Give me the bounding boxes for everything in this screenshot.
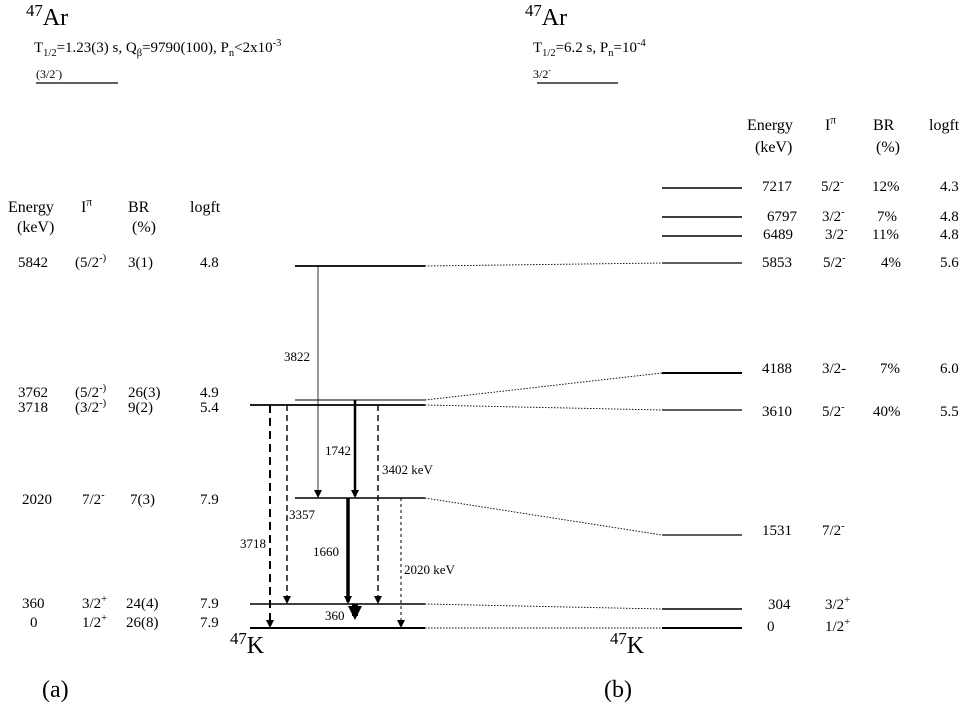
right-header-energy: Energy: [747, 117, 793, 134]
left-parent-properties: T1/2=1.23(3) s, Qβ=9790(100), Pn<2x10-3: [34, 38, 282, 59]
right-header-logft: logft: [929, 117, 960, 134]
left-daughter-nucleus: 47K: [230, 629, 265, 659]
left-header-br-unit: (%): [132, 219, 156, 236]
left-header-energy: Energy: [8, 199, 54, 216]
right-header-ipi: Iπ: [825, 114, 836, 134]
right-parent-spin: 3/2-: [533, 66, 552, 81]
right-header-br: BR: [873, 117, 895, 134]
right-parent-nucleus: 47Ar: [525, 1, 568, 31]
gamma-3718-label: 3718: [240, 536, 266, 551]
gamma-3357-label: 3357: [289, 507, 315, 522]
gamma-3402-label: 3402 keV: [382, 462, 433, 477]
right-header-kev: (keV): [755, 139, 793, 156]
left-header-logft: logft: [190, 199, 221, 216]
panel-label-a: (a): [42, 677, 69, 703]
left-header-kev: (keV): [17, 219, 55, 236]
right-header-br-unit: (%): [876, 139, 900, 156]
level-connectors: [424, 262, 663, 629]
gamma-360-label: 360: [325, 608, 345, 623]
gamma-3822-label: 3822: [284, 349, 310, 364]
left-parent-nucleus: 47Ar: [26, 1, 69, 31]
right-parent-properties: T1/2=6.2 s, Pn=10-4: [533, 38, 646, 59]
right-daughter-nucleus: 47K: [610, 629, 645, 659]
left-header-ipi: Iπ: [81, 196, 92, 216]
gamma-1742-label: 1742: [325, 443, 351, 458]
gamma-2020-label: 2020 keV: [404, 562, 455, 577]
left-header-br: BR: [128, 199, 150, 216]
panel-label-b: (b): [604, 677, 632, 703]
gamma-1660-label: 1660: [313, 544, 339, 559]
left-parent-spin: (3/2-): [36, 66, 63, 81]
